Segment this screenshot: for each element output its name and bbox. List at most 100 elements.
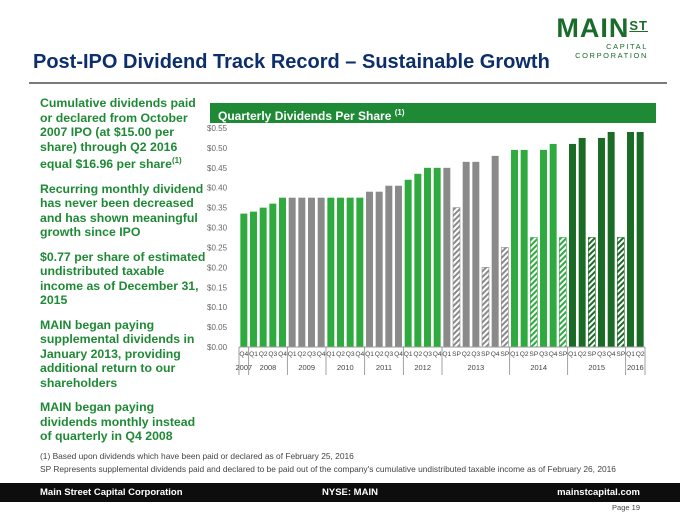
title-divider: [29, 82, 667, 84]
slide-title: Post-IPO Dividend Track Record – Sustain…: [33, 51, 550, 73]
dividend-bar: [404, 179, 412, 347]
x-tick-label: Q3: [597, 351, 606, 358]
y-tick-label: $0.05: [207, 323, 228, 332]
dividend-bar: [356, 197, 364, 347]
footnote-sp: SP Represents supplemental dividends pai…: [40, 464, 616, 474]
logo-subtitle: CAPITAL CORPORATION: [575, 42, 648, 60]
x-tick-label: Q4: [239, 351, 248, 358]
x-tick-label: Q4: [278, 351, 287, 358]
x-tick-label: Q1: [510, 351, 519, 358]
dividend-bar-chart: $0.00 $0.05 $0.10 $0.15 $0.20 $0.25 $0.30 $0.35…: [207, 124, 646, 375]
bullet-item: MAIN began paying dividends monthly inst…: [40, 400, 196, 444]
x-tick-label: Q3: [539, 351, 548, 358]
x-tick-label: Q1: [365, 351, 374, 358]
x-tick-label: Q1: [288, 351, 297, 358]
dividend-bar: [569, 143, 576, 347]
year-label: 2008: [260, 363, 277, 372]
x-tick-label: Q1: [626, 351, 635, 358]
x-tick-label: Q2: [578, 351, 587, 358]
y-tick-label: $0.45: [207, 164, 228, 173]
x-tick-label: SP: [558, 351, 567, 358]
dividend-bar: [617, 237, 625, 348]
y-tick-label: $0.25: [207, 243, 228, 252]
dividend-bar: [366, 191, 373, 347]
year-label: 2010: [337, 363, 354, 372]
year-label: 2014: [530, 363, 547, 372]
dividend-bar: [375, 191, 383, 347]
footer-ticker: NYSE: MAIN: [322, 487, 378, 498]
x-tick-label: Q4: [491, 351, 500, 358]
x-tick-label: SP: [529, 351, 538, 358]
x-tick-label: Q2: [462, 351, 471, 358]
footer-website[interactable]: mainstcapital.com: [557, 487, 640, 498]
x-tick-label: Q1: [326, 351, 335, 358]
y-tick-label: $0.15: [207, 283, 228, 292]
x-tick-label: Q4: [607, 351, 616, 358]
page-number: Page 19: [612, 503, 640, 512]
dividend-bar: [472, 161, 480, 347]
dividend-bar: [520, 149, 528, 347]
dividend-bar: [269, 203, 277, 347]
dividend-bar: [327, 197, 335, 347]
x-tick-label: SP: [452, 351, 461, 358]
footer-company: Main Street Capital Corporation: [40, 487, 183, 498]
dividend-bar: [395, 185, 402, 347]
bullet-item: MAIN began paying supplemental dividends…: [40, 317, 195, 390]
x-tick-label: Q2: [520, 351, 529, 358]
x-tick-label: SP: [616, 351, 625, 358]
dividend-bar: [308, 197, 315, 347]
x-tick-label: Q2: [413, 351, 422, 358]
dividend-bar: [259, 207, 267, 347]
dividend-bar: [481, 267, 490, 348]
dividend-bar: [288, 197, 296, 347]
year-label: 2013: [467, 363, 484, 372]
year-label: 2007: [235, 363, 252, 372]
dividend-bar: [530, 237, 538, 348]
x-tick-label: SP: [500, 351, 509, 358]
x-tick-label: Q3: [384, 351, 393, 358]
company-logo: MAINST CAPITAL CORPORATION: [538, 14, 648, 60]
x-tick-label: Q3: [346, 351, 355, 358]
x-tick-label: Q3: [307, 351, 316, 358]
bullet-item: $0.77 per share of estimated undistribut…: [40, 249, 206, 308]
dividend-bar: [250, 211, 257, 347]
y-tick-label: $0.30: [207, 224, 228, 233]
y-tick-label: $0.50: [207, 144, 228, 153]
bullet-list: Cumulative dividends paid or declared fr…: [40, 96, 210, 454]
dividend-bar: [385, 185, 393, 347]
bullet-item: Cumulative dividends paid or declared fr…: [40, 96, 196, 172]
x-tick-label: Q3: [471, 351, 480, 358]
dividend-bar: [279, 197, 286, 347]
x-tick-label: Q1: [568, 351, 577, 358]
x-tick-label: SP: [481, 351, 490, 358]
footnote-1: (1) Based upon dividends which have been…: [40, 451, 354, 461]
x-tick-label: Q4: [317, 351, 326, 358]
dividend-bar: [491, 155, 499, 347]
dividend-bar: [452, 207, 461, 348]
footer-bar: Main Street Capital Corporation NYSE: MA…: [0, 483, 680, 502]
x-tick-label: Q4: [433, 351, 442, 358]
y-tick-label: $0.35: [207, 204, 228, 213]
x-tick-label: SP: [587, 351, 596, 358]
x-tick-label: Q4: [394, 351, 403, 358]
dividend-bar: [636, 131, 644, 347]
dividend-bar: [511, 149, 518, 347]
dividend-bar: [240, 213, 248, 347]
dividend-bar: [298, 197, 306, 347]
x-tick-label: Q1: [249, 351, 258, 358]
x-tick-label: Q2: [336, 351, 345, 358]
dividend-bar: [588, 237, 596, 348]
dividend-bar: [549, 143, 557, 347]
x-tick-label: Q2: [375, 351, 384, 358]
dividend-bar: [501, 247, 509, 348]
year-label: 2012: [414, 363, 431, 372]
x-tick-label: Q4: [549, 351, 558, 358]
dividend-bar: [317, 197, 325, 347]
dividend-bar: [559, 237, 567, 348]
x-tick-label: Q3: [268, 351, 277, 358]
dividend-bar: [598, 137, 605, 347]
x-tick-label: Q3: [423, 351, 432, 358]
x-tick-label: Q2: [636, 351, 645, 358]
x-tick-label: Q1: [442, 351, 451, 358]
dividend-bar: [337, 197, 344, 347]
